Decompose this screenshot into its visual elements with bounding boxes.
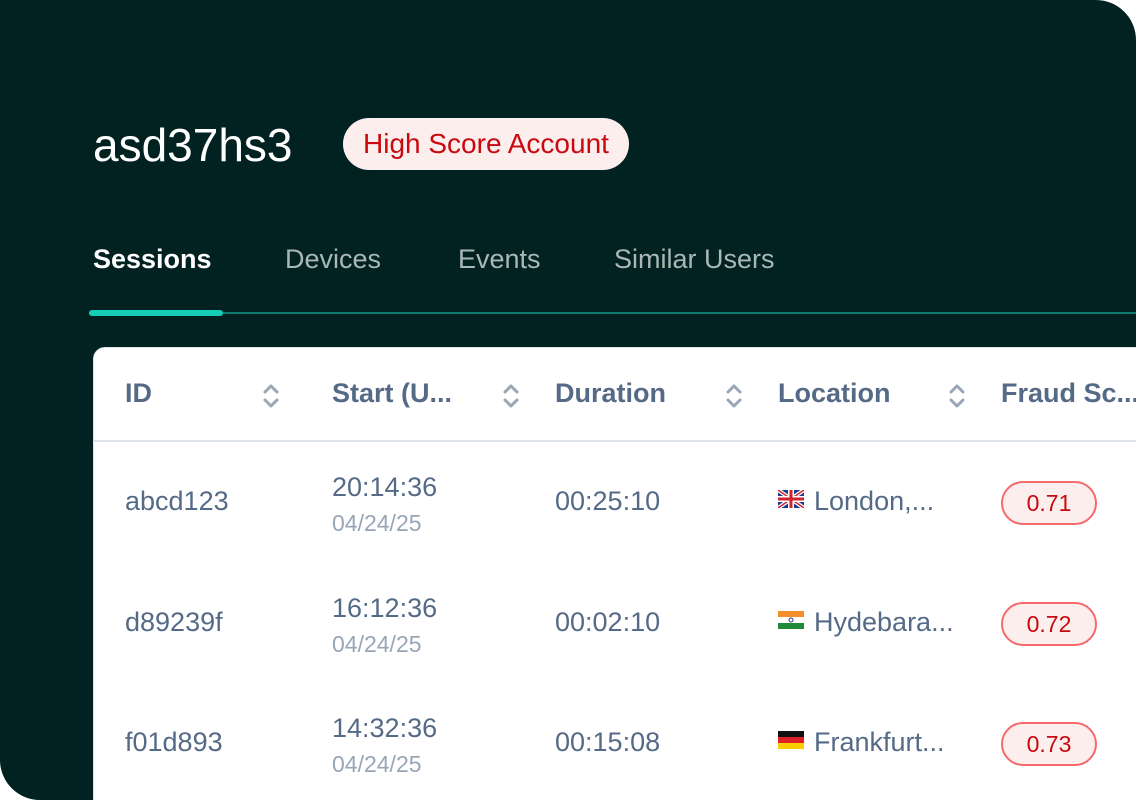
sort-icon[interactable] — [501, 381, 521, 411]
tab-sessions[interactable]: Sessions — [93, 244, 212, 274]
fraud-score-badge: 0.73 — [1001, 722, 1097, 766]
duration: 00:02:10 — [555, 606, 661, 637]
account-id: asd37hs3 — [93, 119, 293, 171]
duration: 00:15:08 — [555, 727, 661, 757]
duration: 00:25:10 — [555, 486, 661, 516]
start-date: 04/24/25 — [332, 510, 422, 536]
sort-icon[interactable] — [261, 381, 281, 411]
fraud-score-badge: 0.71 — [1001, 481, 1097, 525]
column-start[interactable]: Start (U... — [332, 378, 453, 408]
location: Hydebara... — [814, 606, 954, 637]
start-date: 04/24/25 — [332, 630, 422, 657]
column-location[interactable]: Location — [778, 378, 891, 408]
column-id[interactable]: ID — [125, 378, 152, 408]
column-duration[interactable]: Duration — [555, 378, 666, 408]
start-time: 14:32:36 — [332, 713, 438, 743]
tab-divider — [89, 312, 1136, 314]
tab-devices[interactable]: Devices — [285, 244, 382, 274]
germany-flag-icon — [778, 731, 804, 749]
table-header: ID Start (U... Duration Location Fraud S… — [94, 348, 1136, 442]
session-id[interactable]: f01d893 — [125, 727, 223, 757]
uk-flag-icon — [778, 490, 804, 508]
india-flag-icon — [778, 610, 804, 629]
start-time: 16:12:36 — [332, 592, 438, 623]
column-fraud-score[interactable]: Fraud Sc... — [1001, 378, 1136, 408]
session-id[interactable]: d89239f — [125, 606, 223, 637]
sort-icon[interactable] — [724, 381, 744, 411]
session-id[interactable]: abcd123 — [125, 486, 229, 516]
fraud-score-badge: 0.72 — [1001, 601, 1097, 646]
start-date: 04/24/25 — [332, 751, 422, 777]
active-tab-indicator — [89, 310, 223, 316]
tab-events[interactable]: Events — [458, 244, 541, 274]
location: Frankfurt... — [814, 727, 945, 757]
start-time: 20:14:36 — [332, 472, 438, 502]
tab-similar-users[interactable]: Similar Users — [614, 244, 775, 274]
sessions-table: ID Start (U... Duration Location Fraud S… — [93, 347, 1136, 800]
location: London,... — [814, 486, 935, 516]
sort-icon[interactable] — [947, 381, 967, 411]
status-badge: High Score Account — [343, 118, 629, 170]
